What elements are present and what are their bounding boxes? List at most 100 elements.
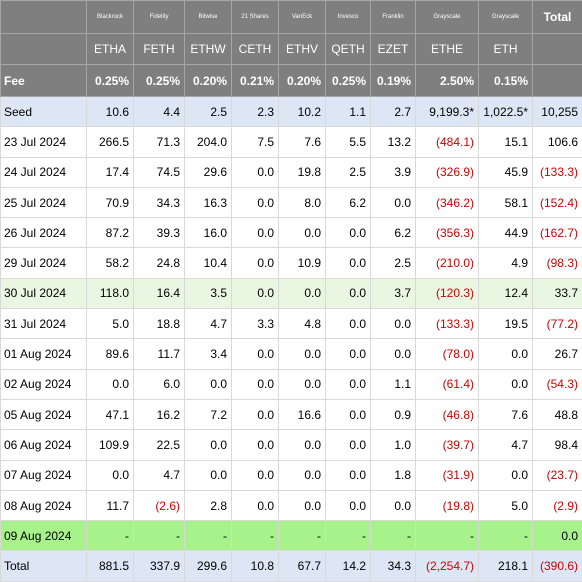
value-cell: 0.0: [232, 218, 279, 248]
value-cell: 16.0: [185, 218, 232, 248]
data-row: 09 Aug 2024---------0.0: [1, 521, 582, 551]
ticker: ETHE: [416, 34, 479, 65]
value-cell: 2.5: [185, 97, 232, 127]
value-cell: (98.3): [533, 248, 582, 278]
value-cell: 0.0: [533, 521, 582, 551]
value-cell: 48.8: [533, 399, 582, 429]
row-label: 30 Jul 2024: [1, 278, 87, 308]
value-cell: 118.0: [87, 278, 134, 308]
issuer: Total: [533, 1, 582, 34]
fee: 0.21%: [232, 65, 279, 97]
issuer: Fidelity: [134, 1, 185, 34]
value-cell: (2,254.7): [416, 551, 479, 581]
row-label: 25 Jul 2024: [1, 187, 87, 217]
value-cell: 4.8: [279, 309, 326, 339]
row-label: 06 Aug 2024: [1, 430, 87, 460]
value-cell: -: [479, 521, 533, 551]
value-cell: 3.7: [371, 278, 416, 308]
issuer: Franklin: [371, 1, 416, 34]
fee: 2.50%: [416, 65, 479, 97]
value-cell: 0.0: [371, 490, 416, 520]
value-cell: 67.7: [279, 551, 326, 581]
value-cell: 14.2: [326, 551, 371, 581]
value-cell: 0.0: [479, 339, 533, 369]
value-cell: 6.2: [371, 218, 416, 248]
value-cell: 0.0: [185, 460, 232, 490]
value-cell: 2.3: [232, 97, 279, 127]
value-cell: (152.4): [533, 187, 582, 217]
value-cell: 0.0: [326, 218, 371, 248]
value-cell: 1.8: [371, 460, 416, 490]
fee: 0.25%: [87, 65, 134, 97]
value-cell: 11.7: [87, 490, 134, 520]
value-cell: 299.6: [185, 551, 232, 581]
value-cell: 4.9: [479, 248, 533, 278]
value-cell: 0.0: [479, 369, 533, 399]
value-cell: 5.0: [87, 309, 134, 339]
value-cell: (120.3): [416, 278, 479, 308]
value-cell: 0.0: [232, 399, 279, 429]
value-cell: 881.5: [87, 551, 134, 581]
value-cell: 109.9: [87, 430, 134, 460]
value-cell: 266.5: [87, 127, 134, 157]
blank: [533, 34, 582, 65]
value-cell: (210.0): [416, 248, 479, 278]
value-cell: 0.0: [371, 187, 416, 217]
value-cell: 29.6: [185, 157, 232, 187]
value-cell: 4.7: [479, 430, 533, 460]
value-cell: 3.9: [371, 157, 416, 187]
value-cell: 3.4: [185, 339, 232, 369]
value-cell: 16.4: [134, 278, 185, 308]
value-cell: 87.2: [87, 218, 134, 248]
row-label: 08 Aug 2024: [1, 490, 87, 520]
value-cell: 10.2: [279, 97, 326, 127]
value-cell: (31.9): [416, 460, 479, 490]
value-cell: 204.0: [185, 127, 232, 157]
value-cell: 71.3: [134, 127, 185, 157]
ticker: QETH: [326, 34, 371, 65]
value-cell: (2.6): [134, 490, 185, 520]
value-cell: 10.4: [185, 248, 232, 278]
value-cell: 4.4: [134, 97, 185, 127]
ticker: ETHA: [87, 34, 134, 65]
blank: [533, 65, 582, 97]
value-cell: 58.2: [87, 248, 134, 278]
issuer: 21 Shares: [232, 1, 279, 34]
value-cell: 70.9: [87, 187, 134, 217]
value-cell: 0.0: [185, 430, 232, 460]
ticker: ETHV: [279, 34, 326, 65]
row-label: 31 Jul 2024: [1, 309, 87, 339]
value-cell: -: [232, 521, 279, 551]
value-cell: 26.7: [533, 339, 582, 369]
value-cell: 89.6: [87, 339, 134, 369]
value-cell: 33.7: [533, 278, 582, 308]
value-cell: 2.5: [371, 248, 416, 278]
issuer: Invesco: [326, 1, 371, 34]
value-cell: 0.0: [232, 157, 279, 187]
value-cell: 0.0: [279, 278, 326, 308]
value-cell: (54.3): [533, 369, 582, 399]
row-label: 29 Jul 2024: [1, 248, 87, 278]
value-cell: 0.0: [326, 248, 371, 278]
value-cell: (326.9): [416, 157, 479, 187]
value-cell: 8.0: [279, 187, 326, 217]
value-cell: (23.7): [533, 460, 582, 490]
row-label: 05 Aug 2024: [1, 399, 87, 429]
value-cell: 45.9: [479, 157, 533, 187]
value-cell: 0.0: [87, 369, 134, 399]
value-cell: (46.8): [416, 399, 479, 429]
value-cell: 0.0: [232, 339, 279, 369]
value-cell: 10.8: [232, 551, 279, 581]
fee: 0.20%: [185, 65, 232, 97]
value-cell: 0.0: [232, 490, 279, 520]
value-cell: 2.7: [371, 97, 416, 127]
